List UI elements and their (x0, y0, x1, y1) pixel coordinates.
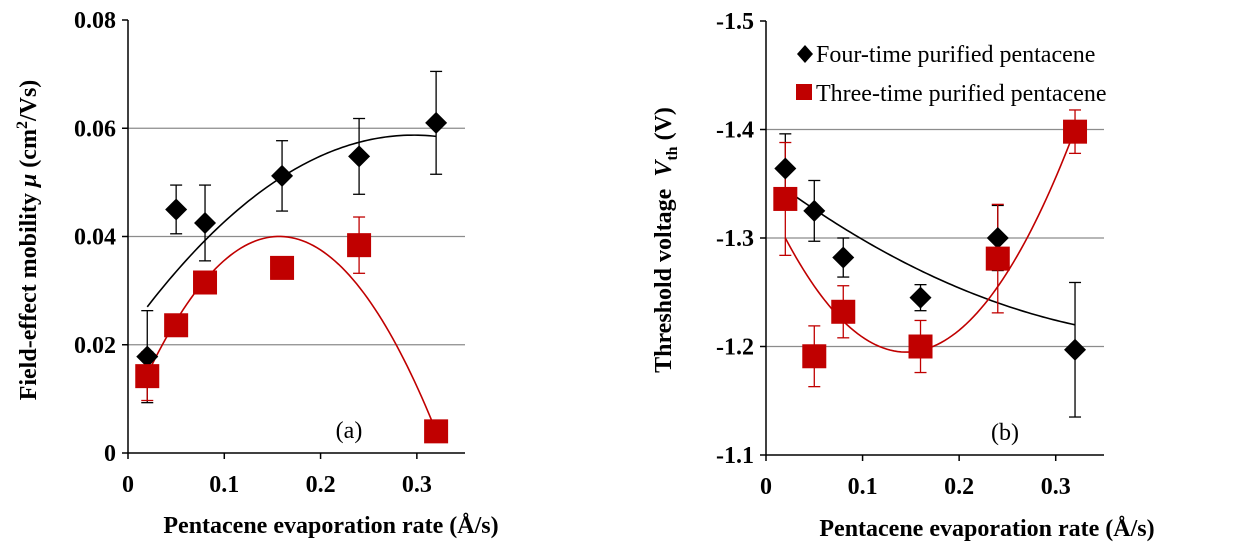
x-tick-label: 0.2 (944, 474, 974, 500)
x-tick-label: 0.1 (848, 474, 878, 500)
panel-b-tick-labels: -1.1 -1.2 -1.3 -1.4 -1.5 0 0.1 0.2 0.3 (716, 9, 1071, 500)
y-tick-label: 0.08 (74, 8, 116, 34)
panel-b-axes (760, 20, 1104, 461)
panel-b-y-label-prefix: Threshold voltage (651, 177, 677, 373)
square-marker (347, 233, 372, 258)
panel-b-fit-curves (784, 129, 1076, 353)
y-tick-label: 0.02 (74, 333, 116, 359)
diamond-marker (348, 145, 371, 168)
diamond-series-fit-curve (784, 188, 1076, 326)
legend-label-four-time: Four-time purified pentacene (816, 42, 1095, 68)
square-marker (135, 364, 160, 389)
panel-a-y-label-prefix: Field-effect mobility (16, 187, 42, 400)
panel-a-y-label-units-sup: 2 (14, 121, 31, 129)
diamond-series-fit-curve (146, 134, 437, 308)
panel-a-tick-labels: 0 0.02 0.04 0.06 0.08 0 0.1 0.2 0.3 (74, 8, 432, 498)
panel-b-y-axis-label: Threshold voltage Vth (V) (651, 107, 681, 373)
legend-item-three-time: Three-time purified pentacene (796, 81, 1107, 107)
panel-a-axes (122, 19, 465, 459)
panel-a-y-label-units-pre: (cm (16, 129, 42, 174)
legend-diamond-marker (797, 45, 813, 63)
panel-b-data-markers (773, 119, 1088, 369)
panel-b-y-label-symbol: V (651, 159, 677, 177)
diamond-marker (986, 227, 1009, 249)
square-marker (424, 419, 449, 444)
y-tick-label: -1.2 (716, 335, 754, 361)
diamond-marker (832, 246, 855, 269)
y-tick-label: 0.04 (74, 225, 116, 251)
panel-b-legend: Four-time purified pentacene Three-time … (796, 42, 1107, 107)
x-tick-label: 0 (760, 474, 772, 500)
square-marker (1063, 119, 1088, 144)
diamond-marker (136, 345, 159, 368)
square-marker (985, 246, 1010, 271)
y-tick-label: 0 (104, 441, 116, 467)
diamond-marker (425, 111, 448, 134)
panel-b-x-axis-label: Pentacene evaporation rate (Å/s) (819, 516, 1154, 542)
square-marker (908, 334, 933, 359)
panel-b: -1.1 -1.2 -1.3 -1.4 -1.5 0 0.1 0.2 0.3 (b) Penta… (651, 9, 1155, 542)
diamond-marker (803, 199, 826, 222)
panel-a-data-markers (135, 111, 449, 444)
x-tick-label: 0.1 (209, 472, 239, 498)
square-marker (270, 255, 295, 280)
y-tick-label: -1.3 (716, 226, 754, 252)
legend-square-marker (796, 84, 812, 100)
x-tick-label: 0.3 (1041, 474, 1071, 500)
y-tick-label: 0.06 (74, 116, 116, 142)
panel-a-x-axis-label: Pentacene evaporation rate (Å/s) (163, 513, 498, 539)
square-marker (164, 313, 189, 338)
panel-b-y-label-sub: th (664, 146, 681, 160)
diamond-marker (1064, 338, 1087, 361)
legend-label-three-time: Three-time purified pentacene (816, 81, 1107, 107)
panel-a-gridlines (128, 127, 465, 346)
panel-a-y-label-symbol: μ (16, 174, 42, 189)
legend-item-four-time: Four-time purified pentacene (797, 42, 1095, 68)
panel-b-y-label-units: (V) (651, 107, 677, 146)
square-marker (773, 186, 798, 211)
panel-a-y-label-units-post: /Vs) (16, 80, 42, 122)
panel-b-label: (b) (991, 420, 1019, 446)
panel-a-y-axis-label: Field-effect mobility μ (cm2/Vs) (14, 80, 42, 401)
y-tick-label: -1.5 (716, 9, 754, 35)
x-tick-label: 0.3 (402, 472, 432, 498)
x-tick-label: 0.2 (306, 472, 336, 498)
square-marker (831, 299, 856, 324)
panel-b-gridlines (766, 128, 1104, 348)
panel-a: 0 0.02 0.04 0.06 0.08 0 0.1 0.2 0.3 (a) Pentacen… (14, 8, 499, 539)
panel-a-label: (a) (336, 418, 363, 444)
square-marker (802, 344, 827, 369)
diamond-marker (165, 198, 188, 221)
y-tick-label: -1.1 (716, 443, 754, 469)
diamond-marker (774, 157, 797, 180)
diamond-marker (271, 164, 294, 187)
x-tick-label: 0 (122, 472, 134, 498)
panel-b-error-bars (779, 109, 1082, 418)
diamond-marker (194, 211, 217, 234)
square-marker (193, 270, 218, 295)
y-tick-label: -1.4 (716, 118, 754, 144)
panel-a-fit-curves (146, 134, 437, 432)
diamond-marker (909, 286, 932, 309)
square-series-fit-curve (784, 129, 1076, 353)
